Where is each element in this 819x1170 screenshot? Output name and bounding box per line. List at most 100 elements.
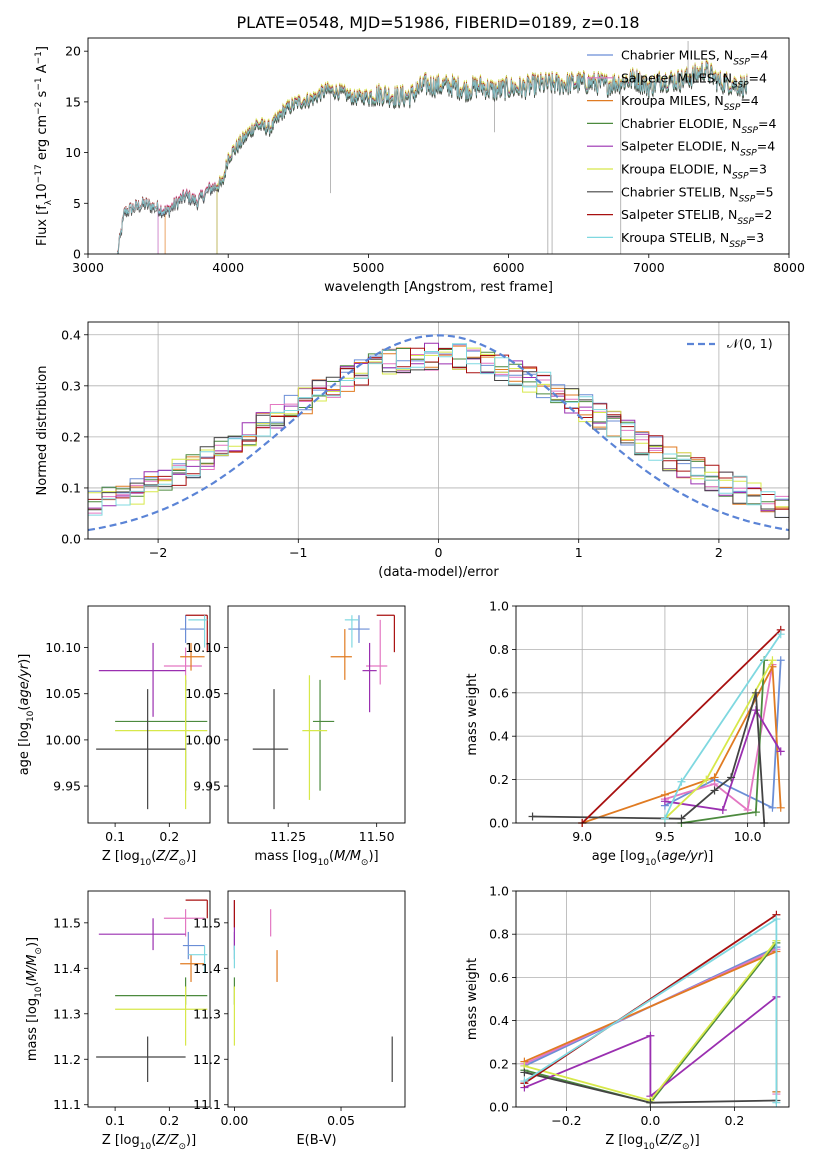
y-tick-label: 10.05 [185,686,221,701]
x-tick-label: 2 [715,545,723,560]
mass-vs-Z-ylabel: mass [log10(M/M⊙)] [25,937,44,1061]
mass-weight-marker [776,803,785,812]
y-tick-label: 11.1 [53,1097,81,1112]
mass-weight-marker [520,1068,529,1077]
errorbar-5 [115,675,208,810]
y-tick-label: 11.1 [193,1097,221,1112]
massweight_vs_Z-axes: −0.2 0.0 0.2 0.0 0.2 0.4 0.6 0.8 1.0 [489,884,789,1128]
model-line-8 [117,62,748,254]
chart-layer: 3000 4000 5000 6000 7000 800005101520waveleng… [17,37,805,1152]
y-tick-label: 0 [73,247,81,262]
errorbar-1 [163,909,205,937]
errorbar-6 [252,689,289,810]
age-vs-Z-xlabel: Z [log10(Z/Z⊙)] [102,849,196,868]
mass-weight-marker [751,808,760,817]
x-tick-label: −0.2 [551,1113,581,1128]
mass-weight-line-2 [581,663,782,823]
x-tick-label: 11.50 [359,829,395,844]
y-tick-label: 0.4 [489,729,509,744]
age-vs-mass-xlabel: mass [log10(M/M⊙)] [254,849,378,868]
mass-weight-marker [710,786,719,795]
y-tick-label: 11.5 [193,915,221,930]
errorbar-3 [115,977,208,1005]
y-tick-label: 0.2 [61,429,81,444]
mass-weight-line-4 [524,996,777,1099]
x-tick-label: 1 [575,545,583,560]
errorbar-6 [96,1036,186,1082]
model-line-0 [157,63,748,254]
mass-weight-marker [710,773,719,782]
x-tick-label: 3000 [72,260,104,275]
mass_vs_EBV-frame [227,890,406,1108]
legend-label: Kroupa ELODIE, NSSP=3 [621,162,767,182]
mass_vs_Z-frame [87,890,211,1108]
x-tick-label: 0.0 [640,1113,660,1128]
y-tick-label: 0.3 [61,378,81,393]
legend-label: Salpeter MILES, NSSP=4 [621,70,767,90]
x-tick-label: 11.25 [270,829,306,844]
y-tick-label: 11.2 [193,1052,221,1067]
legend-label: Chabrier ELODIE, NSSP=4 [621,116,776,136]
y-tick-label: 0.4 [61,327,81,342]
mass-weight-marker [646,1098,655,1107]
mass-weight-marker [776,630,785,639]
errorbar-4 [98,642,186,717]
mass-weight-marker [768,803,777,812]
errorbar-8 [188,945,208,973]
mass-weight-marker [520,1077,529,1086]
mass-weight-marker [702,775,711,784]
y-tick-label: 10.00 [185,732,221,747]
mass-weight-marker [660,814,669,823]
mass-weight-marker [751,706,760,715]
y-tick-label: 0.6 [489,970,509,985]
residual_hist-axes: −2 −1 0 1 2 0.0 0.1 0.2 0.3 0.4 [61,322,789,560]
gaussian-reference-curve [88,334,789,532]
errorbar-8 [344,615,359,648]
x-tick-label: 0.05 [327,1113,355,1128]
mass-weight-marker [660,797,669,806]
age_vs_Z-axes: 0.1 0.2 9.95 10.00 10.05 10.10 [45,640,179,844]
x-tick-label: 0.2 [159,829,179,844]
mw-age-xlabel: age [log10(age/yr)] [592,849,714,868]
y-tick-label: 10.00 [45,732,81,747]
y-tick-label: 0.2 [489,1056,509,1071]
y-tick-label: 11.2 [53,1052,81,1067]
spectrum-axes: 3000 4000 5000 6000 7000 8000 0 5 10 15 20 [65,44,805,275]
mass-weight-marker [646,1031,655,1040]
errorbar-2 [330,629,352,680]
y-tick-label: 9.95 [53,779,81,794]
x-tick-label: 5000 [352,260,384,275]
hist-frame [87,321,790,540]
x-tick-label: 0.2 [724,1113,744,1128]
figure-title: PLATE=0548, MJD=51986, FIBERID=0189, z=0… [236,13,639,32]
x-tick-label: 10.0 [734,829,762,844]
mass-weight-marker [772,1098,781,1107]
y-tick-label: 11.3 [193,1006,221,1021]
mass-weight-marker [768,656,777,665]
y-tick-label: 15 [65,94,81,109]
y-tick-label: 0.0 [489,1100,509,1115]
errorbar-8 [188,615,208,648]
errorbar-4 [98,918,186,951]
massweight_vs_Z-ylabel: mass weight [465,958,480,1040]
y-tick-label: 9.95 [193,779,221,794]
spectrum-ylabel: Flux [fλ10−17 erg cm−2 s−1 A−1] [34,46,54,246]
errorbar-5 [115,986,208,1046]
x-tick-label: −1 [289,545,307,560]
mass_vs_EBV-axes: 0.00 0.05 11.1 11.2 11.3 11.4 11.5 [193,915,355,1128]
y-tick-label: 11.3 [53,1006,81,1021]
x-tick-label: 0 [435,545,443,560]
massweight_vs_Z-frame [515,890,790,1108]
x-tick-label: 0.1 [105,1113,125,1128]
errorbar-0 [180,615,205,643]
x-tick-label: 0.2 [159,1113,179,1128]
y-tick-label: 0.8 [489,927,509,942]
hist-ylabel: Normed distribution [35,366,50,496]
mass-weight-line-6 [532,692,766,823]
spectrum-frame [87,37,790,255]
y-tick-label: 20 [65,44,81,59]
y-tick-label: 0.6 [489,685,509,700]
hist-legend-label: 𝒩(0, 1) [727,336,773,351]
